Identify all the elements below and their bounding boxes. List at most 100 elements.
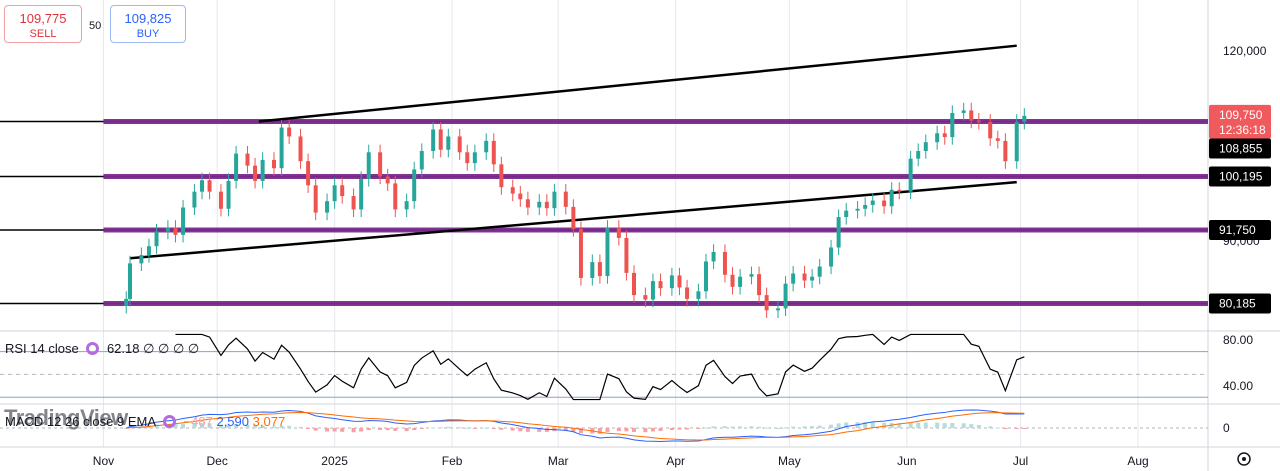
macd-hist-bar [685, 428, 690, 430]
macd-hist-bar [404, 428, 409, 432]
price-axis[interactable]: 120,00090,00080.0040.000109,75012:36:181… [1209, 44, 1271, 435]
macd-hist-bar [817, 425, 822, 428]
macd-hist-bar [776, 427, 780, 429]
time-axis[interactable]: OctNovDec2025FebMarAprMayJunJulAug [0, 452, 1251, 468]
macd-hist-bar [518, 428, 523, 432]
candle-body [605, 227, 610, 277]
candle-body [378, 152, 383, 177]
macd-hist-bar [988, 426, 993, 428]
signal-line [126, 411, 1025, 441]
macd-hist-bar [571, 428, 576, 432]
macd-hist-bar [279, 425, 284, 428]
macd-hist-bar [340, 428, 345, 432]
candle-body [916, 151, 921, 159]
candle-body [272, 159, 276, 169]
candle-body [253, 165, 258, 181]
candle-body [685, 287, 690, 299]
candle-body [484, 140, 489, 153]
candle-body [757, 274, 762, 296]
macd-hist-bar [935, 422, 940, 428]
macd-hist-bar [218, 424, 223, 428]
candle-body [340, 185, 345, 197]
macd-hist-bar [597, 428, 602, 434]
macd-hist-bar [260, 425, 265, 428]
candle-body [537, 201, 542, 208]
macd-hist-bar [385, 428, 390, 431]
settings-icon[interactable] [162, 415, 176, 428]
candle-body [446, 136, 451, 150]
macd-hist-bar [472, 428, 477, 429]
candle-body [863, 204, 868, 209]
candle-body [749, 274, 754, 277]
candle-body [510, 187, 515, 194]
macd-hist-bar [942, 423, 947, 428]
candle-body [961, 110, 966, 113]
rsi-tick-label: 80.00 [1223, 333, 1253, 347]
macd-hist-bar [563, 428, 568, 432]
current-price-tag [1209, 104, 1271, 139]
macd-legend[interactable]: MACD 12 26 close 9 EMA −487 2,590 3,077 [5, 414, 285, 429]
chart-settings-icon-center [1242, 457, 1246, 461]
candle-body [810, 276, 815, 281]
macd-hist-bar [537, 428, 542, 432]
horizontal-levels [0, 118, 1208, 306]
current-price-label: 109,750 [1219, 108, 1263, 122]
macd-hist-bar [696, 428, 701, 429]
macd-hist-bar [711, 426, 716, 428]
macd-hist-bar [829, 424, 834, 428]
macd-hist-bar [605, 428, 610, 433]
macd-hist-bar [844, 422, 849, 428]
candle-body [696, 291, 701, 299]
macd-signal-value: 3,077 [252, 414, 286, 429]
candle-body [976, 120, 981, 122]
candle-body [643, 295, 648, 300]
candle-body [218, 191, 223, 209]
buy-button[interactable]: 109,825 BUY [110, 5, 186, 43]
time-tick-label: Nov [93, 454, 114, 468]
level-price-tag [1209, 138, 1271, 159]
level-price-label: 91,750 [1219, 223, 1256, 237]
candle-body [552, 191, 557, 209]
settings-icon[interactable] [86, 342, 100, 355]
macd-hist-bar [908, 422, 913, 428]
candle-body [419, 151, 424, 170]
macd-hist-bar [1014, 428, 1019, 429]
candle-body [730, 274, 735, 287]
rsi-legend[interactable]: RSI 14 close 62.18 ∅ ∅ ∅ ∅ [5, 341, 199, 357]
candle-body [438, 129, 443, 150]
candle-body [578, 229, 583, 278]
macd-hist-bar [916, 422, 921, 428]
level-price-label: 108,855 [1219, 141, 1263, 155]
candle-body [889, 189, 894, 207]
macd-hist-bar [412, 428, 417, 431]
macd-hist-bar [173, 424, 178, 428]
chart-settings-icon [1237, 452, 1251, 466]
sell-button[interactable]: 109,775 SELL [4, 5, 82, 43]
time-tick-label: Mar [548, 454, 569, 468]
macd-hist-bar [897, 423, 902, 428]
rsi-value: 62.18 [106, 341, 140, 356]
candle-body [181, 207, 186, 235]
candle-body [192, 191, 197, 208]
candle-body [393, 183, 398, 210]
candle-body [844, 210, 849, 218]
macd-hist-bar [351, 428, 356, 433]
macd-hist-bar [1003, 428, 1008, 430]
macd-hist-bar [836, 423, 841, 428]
candle-body [597, 262, 602, 277]
candle-body [431, 129, 436, 152]
macd-hist-bar [192, 423, 197, 428]
time-tick-label: Apr [666, 454, 685, 468]
macd-hist-bar [722, 426, 727, 428]
candle-body [624, 237, 629, 273]
macd-hist-bar [749, 426, 754, 428]
candle-body [897, 189, 902, 192]
candle-body [173, 227, 178, 235]
candle-body [783, 283, 788, 309]
macd-hist-bar [325, 428, 330, 432]
candle-body [650, 281, 655, 300]
candle-body [457, 136, 462, 153]
macd-hist-bar [306, 428, 311, 429]
